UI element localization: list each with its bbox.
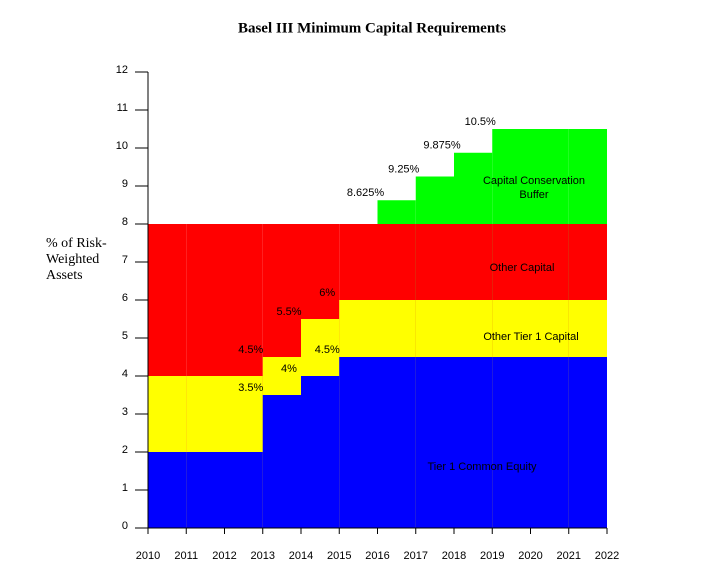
y-tick-label: 9	[122, 178, 128, 190]
y-tick-label: 12	[116, 64, 128, 76]
x-tick-label: 2014	[289, 550, 313, 562]
series-name: Tier 1 Common Equity	[427, 461, 537, 473]
x-tick-label: 2011	[174, 550, 198, 562]
step-area-segment	[568, 357, 607, 528]
series-name-box: Other Capital	[489, 262, 555, 274]
data-label: 4%	[281, 363, 297, 375]
y-tick-label: 1	[122, 482, 128, 494]
data-label: 9.25%	[388, 163, 419, 175]
x-tick-label: 2015	[327, 550, 351, 562]
y-tick-label: 8	[122, 216, 128, 228]
step-area-segment	[377, 357, 416, 528]
data-label: 3.5%	[238, 382, 263, 394]
data-label: 10.5%	[465, 116, 496, 128]
x-tick-label: 2017	[404, 550, 428, 562]
y-axis-label: % of Risk-Weighted Assets	[46, 236, 107, 283]
data-label: 4.5%	[238, 344, 263, 356]
y-tick-label: 6	[122, 292, 128, 304]
data-label: 9.875%	[423, 140, 461, 152]
y-tick-label: 2	[122, 444, 128, 456]
step-area-segment	[339, 357, 378, 528]
y-tick-label: 5	[122, 330, 128, 342]
series-name: Other Tier 1 Capital	[483, 331, 579, 343]
y-tick-label: 7	[122, 254, 128, 266]
step-area-segment	[262, 395, 301, 528]
step-area-segment	[148, 452, 187, 528]
y-tick-label: 3	[122, 406, 128, 418]
y-axis-label-box: % of Risk-Weighted Assets	[46, 236, 107, 283]
x-tick-label: 2021	[557, 550, 581, 562]
y-tick-label: 4	[122, 368, 128, 380]
data-label: 4.5%	[315, 344, 340, 356]
step-area-segment	[301, 376, 340, 528]
data-label: 6%	[319, 287, 335, 299]
step-area-segment	[415, 357, 454, 528]
data-label: 8.625%	[347, 187, 385, 199]
x-tick-label: 2013	[251, 550, 275, 562]
step-area-segment	[224, 452, 263, 528]
x-tick-label: 2012	[212, 550, 236, 562]
data-label: 5.5%	[276, 306, 301, 318]
x-tick-label: 2018	[442, 550, 466, 562]
series-name: Other Capital	[489, 262, 555, 274]
x-tick-label: 2016	[365, 550, 389, 562]
step-area-segment	[530, 357, 569, 528]
step-area-segment	[186, 452, 225, 528]
y-tick-label: 11	[117, 102, 128, 114]
y-tick-label: 0	[122, 520, 128, 532]
series-name-box: Capital Conservation Buffer	[482, 175, 586, 201]
step-area-segment	[492, 357, 531, 528]
x-tick-label: 2022	[595, 550, 619, 562]
series-name: Capital Conservation Buffer	[482, 175, 586, 201]
x-tick-label: 2019	[480, 550, 504, 562]
series-name-box: Tier 1 Common Equity	[427, 461, 537, 473]
chart-title: Basel III Minimum Capital Requirements	[238, 20, 506, 36]
y-tick-label: 10	[116, 140, 128, 152]
step-area-segment	[454, 357, 493, 528]
x-tick-label: 2020	[518, 550, 542, 562]
series-name-box: Other Tier 1 Capital	[483, 331, 579, 343]
x-tick-label: 2010	[136, 550, 160, 562]
